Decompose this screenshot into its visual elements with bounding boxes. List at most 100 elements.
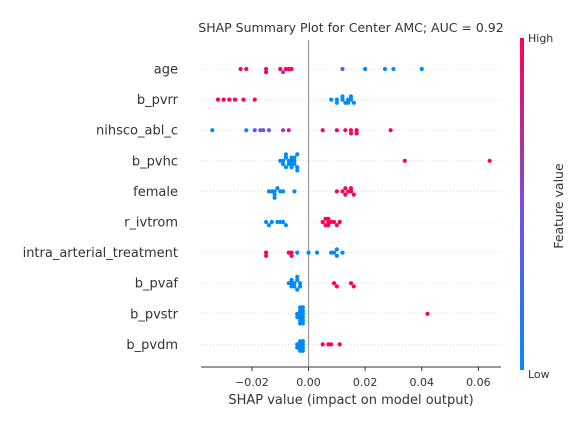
feature-label: b_pvstr [130, 307, 179, 322]
shap-point [340, 94, 345, 99]
shap-point [334, 253, 339, 258]
feature-label: b_pvrr [137, 93, 179, 108]
shap-point [215, 97, 221, 102]
shap-point [351, 100, 356, 105]
shap-point [348, 189, 354, 194]
shap-point [382, 66, 388, 72]
shap-point [300, 314, 305, 320]
chart-title: SHAP Summary Plot for Center AMC; AUC = … [198, 20, 503, 35]
shap-point [244, 128, 249, 133]
shap-point [326, 216, 331, 221]
shap-point [252, 128, 257, 133]
shap-point [348, 281, 354, 286]
shap-point [402, 158, 407, 163]
shap-point [295, 287, 300, 292]
shap-point [292, 281, 297, 286]
shap-point [221, 97, 226, 102]
shap-point [266, 128, 272, 133]
colorbar [520, 38, 524, 370]
shap-point [326, 223, 331, 228]
shap-point [280, 128, 286, 133]
data-points [210, 66, 492, 353]
shap-point [300, 318, 305, 323]
shap-point [348, 186, 354, 191]
shap-point [388, 128, 393, 133]
shap-point [210, 128, 215, 133]
shap-point [263, 70, 269, 75]
shap-point [348, 128, 354, 133]
shap-point [354, 131, 359, 136]
shap-point [334, 128, 339, 133]
shap-point [487, 158, 492, 163]
x-axis-label: SHAP value (impact on model output) [228, 393, 473, 408]
shap-point [334, 284, 339, 289]
shap-point [300, 348, 305, 353]
feature-label: r_ivtrom [124, 216, 178, 231]
shap-point [343, 128, 348, 133]
shap-point [263, 250, 269, 255]
shap-point [340, 97, 345, 102]
shap-point [295, 168, 300, 173]
x-tick-label: −0.02 [235, 376, 269, 389]
row-gridlines [201, 68, 501, 345]
shap-point [340, 189, 345, 194]
feature-label: b_pvdm [126, 338, 178, 353]
shap-point [269, 219, 274, 225]
shap-point [295, 274, 300, 279]
colorbar-high-label: High [528, 32, 553, 45]
feature-label: intra_arterial_treatment [23, 246, 178, 261]
shap-point [241, 97, 246, 102]
shap-point [292, 189, 297, 194]
x-tick-label: 0.02 [353, 376, 378, 389]
shap-point [275, 186, 280, 191]
shap-point [266, 223, 272, 228]
shap-point [283, 223, 289, 228]
shap-point [300, 321, 305, 326]
shap-point [280, 219, 286, 225]
shap-point [289, 165, 294, 170]
shap-point [334, 97, 339, 102]
shap-point [272, 195, 277, 200]
shap-point [227, 97, 232, 102]
shap-point [280, 189, 286, 194]
shap-point [283, 152, 289, 157]
shap-point [280, 161, 286, 167]
shap-point [272, 189, 277, 194]
shap-point [283, 155, 289, 160]
shap-point [425, 311, 430, 316]
shap-point [300, 339, 305, 344]
shap-point [337, 219, 342, 225]
feature-label: b_pvhc [132, 154, 178, 169]
shap-point [300, 308, 305, 313]
shap-point [292, 284, 297, 289]
shap-point [354, 128, 359, 133]
shap-point [329, 97, 334, 102]
colorbar-low-label: Low [528, 368, 550, 381]
shap-point [295, 277, 300, 283]
colorbar-title: Feature value [551, 163, 566, 249]
shap-point [292, 161, 297, 167]
feature-label: b_pvaf [135, 277, 179, 292]
shap-point [295, 250, 300, 255]
shap-point [278, 66, 283, 72]
shap-point [286, 128, 291, 133]
shap-point [391, 66, 396, 72]
shap-point [334, 247, 339, 252]
x-tick-label: 0.06 [466, 376, 491, 389]
shap-point [346, 100, 351, 105]
shap-point [320, 219, 325, 225]
shap-point [280, 158, 286, 163]
shap-point [300, 311, 305, 316]
shap-point [343, 186, 348, 191]
shap-point [348, 131, 354, 136]
shap-point [343, 192, 348, 197]
shap-point [334, 189, 339, 194]
shap-point [263, 219, 269, 225]
shap-point [348, 97, 354, 102]
x-tick-label: 0.00 [296, 376, 321, 389]
shap-point [363, 66, 368, 72]
shap-point [306, 250, 311, 255]
shap-point [334, 100, 339, 105]
x-ticks: −0.02 0.00 0.02 0.04 0.06 [235, 367, 491, 389]
